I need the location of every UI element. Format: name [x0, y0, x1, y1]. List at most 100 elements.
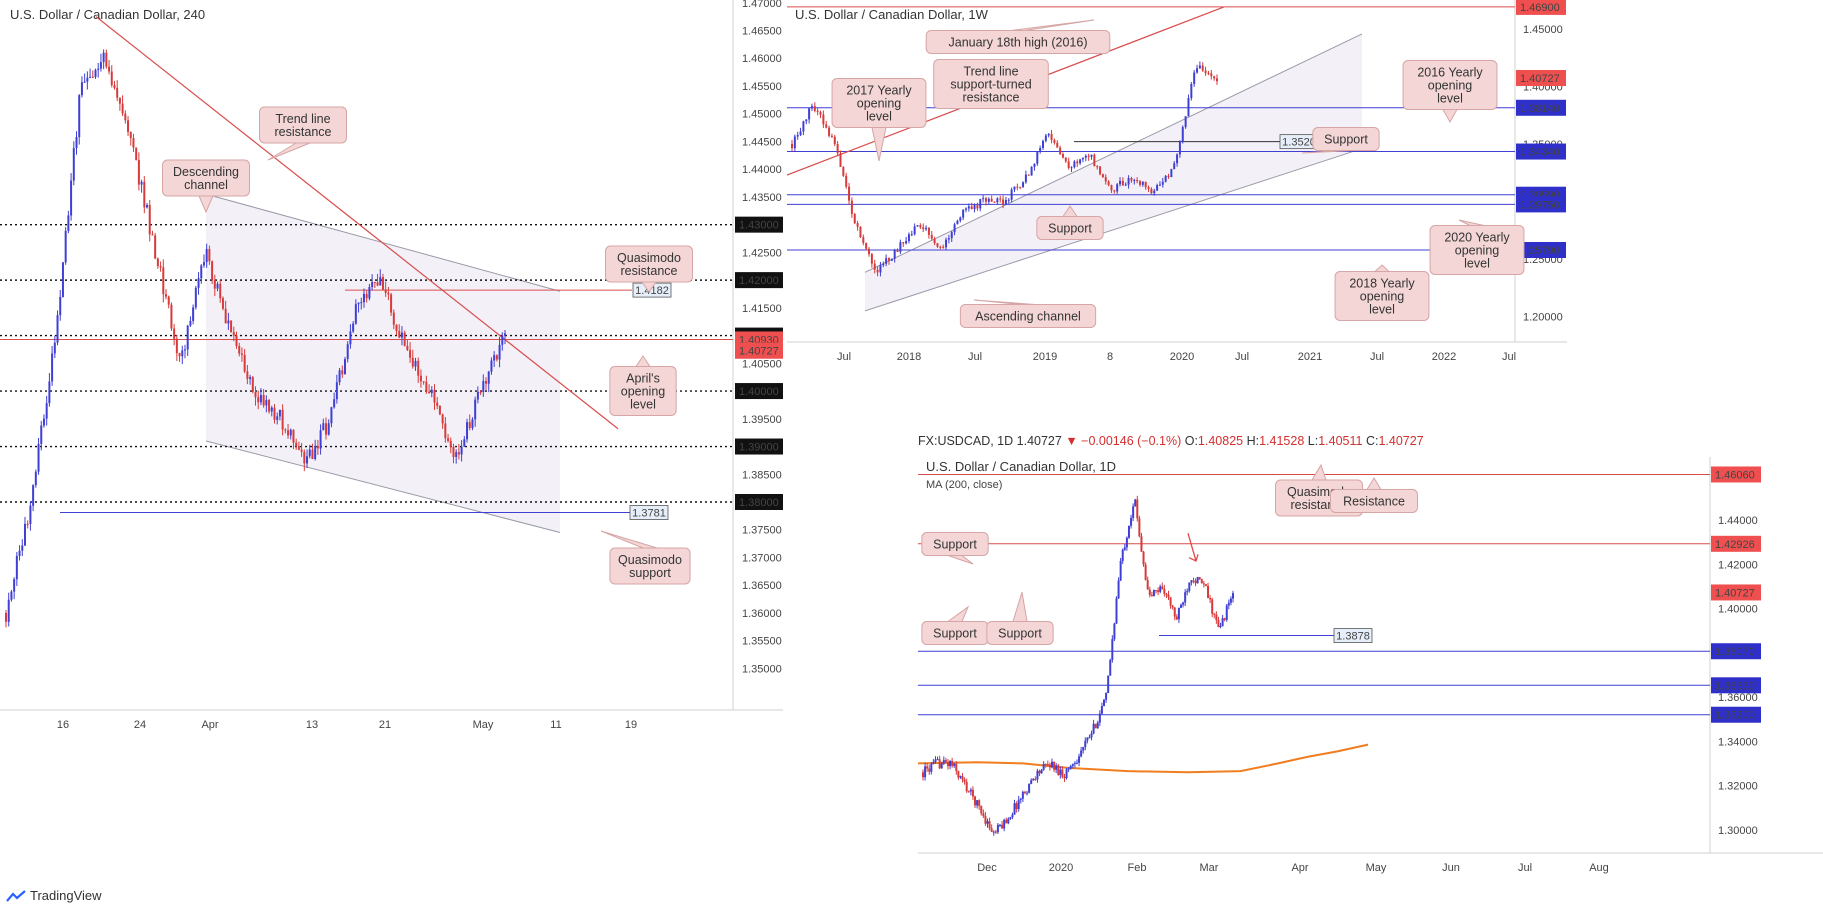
daily-candle — [1023, 791, 1026, 793]
daily-candle — [1026, 792, 1029, 794]
weekly-x-tick: 8 — [1107, 351, 1113, 363]
daily-price-tag: 1.40727 — [1715, 587, 1755, 599]
callout-quasimodo-support-line: support — [629, 566, 671, 580]
weekly-candle — [1044, 135, 1047, 141]
weekly-x-tick: 2019 — [1033, 351, 1057, 363]
h4-candle — [436, 402, 439, 406]
h4-candle — [70, 180, 73, 216]
daily-candle — [1182, 602, 1185, 605]
h4-price-tag-bg — [735, 493, 783, 510]
weekly-candle — [939, 246, 942, 248]
h4-x-tick: 11 — [550, 719, 561, 731]
weekly-candle — [1081, 157, 1084, 160]
daily-candle — [1055, 765, 1058, 770]
h4-candle — [330, 407, 333, 424]
daily-candle — [1184, 592, 1187, 603]
daily-candle — [932, 761, 935, 765]
weekly-candle — [925, 227, 928, 230]
weekly-chart[interactable]: U.S. Dollar / Canadian Dollar, 1W 1.45000… — [787, 0, 1567, 370]
callout-2016-yearly-opening-box — [1402, 60, 1498, 110]
callout-trend-line-resistance-line: resistance — [275, 125, 332, 139]
weekly-price-tag-bg — [1516, 69, 1566, 86]
h4-candle — [40, 425, 43, 444]
h4-candle — [354, 304, 357, 324]
daily-candle — [1034, 778, 1037, 780]
callout-2016-yearly-opening-line: opening — [1428, 79, 1473, 93]
daily-candle — [1036, 770, 1039, 780]
weekly-candle — [1204, 70, 1207, 74]
daily-support-value-bg — [1333, 628, 1373, 643]
weekly-candle — [1187, 98, 1190, 117]
daily-candle — [1046, 764, 1049, 766]
h4-candle — [116, 87, 119, 98]
h4-title: U.S. Dollar / Canadian Dollar, 240 — [10, 7, 205, 22]
h4-candle — [132, 138, 135, 148]
callout-april-opening-level-pointer — [635, 355, 651, 367]
h4-candle — [403, 332, 406, 346]
h4-candle — [479, 391, 482, 393]
daily-candle — [1179, 604, 1182, 608]
daily-x-tick: Jul — [1518, 862, 1532, 874]
callout-quasimodo-resistance-box — [605, 245, 693, 283]
h4-chart-panel[interactable]: U.S. Dollar / Canadian Dollar, 240 1.4700… — [0, 0, 783, 737]
daily-candle — [1082, 747, 1085, 751]
weekly-candle — [970, 206, 973, 210]
daily-candle — [1132, 506, 1135, 518]
weekly-candle — [936, 243, 939, 247]
h4-price-tag-bg — [735, 438, 783, 455]
weekly-candle — [1030, 166, 1033, 176]
weekly-candle — [1064, 157, 1067, 162]
weekly-candle — [1087, 155, 1090, 157]
daily-candle — [1100, 706, 1103, 714]
h4-candle — [183, 349, 186, 351]
h4-candle — [381, 277, 384, 290]
h4-candle — [227, 320, 230, 324]
h4-candle — [482, 380, 485, 392]
h4-candle — [357, 302, 360, 305]
weekly-chart-panel[interactable]: U.S. Dollar / Canadian Dollar, 1W 1.45000… — [787, 0, 1567, 370]
h4-candle — [216, 283, 219, 289]
weekly-price-tag-bg — [1516, 143, 1566, 160]
h4-candle — [37, 443, 40, 472]
daily-chart[interactable]: U.S. Dollar / Canadian Dollar, 1D MA (200… — [918, 457, 1823, 881]
weekly-candle — [802, 121, 805, 132]
daily-candle — [934, 759, 937, 762]
daily-chart-panel[interactable]: U.S. Dollar / Canadian Dollar, 1D MA (200… — [918, 457, 1823, 881]
ohlc-low-label: L: — [1307, 434, 1319, 448]
weekly-candle — [870, 254, 873, 264]
weekly-candle — [890, 258, 893, 261]
h4-candle — [392, 312, 395, 325]
daily-x-tick: Aug — [1589, 862, 1609, 874]
daily-x-tick: Apr — [1291, 862, 1308, 874]
weekly-price-tag-bg — [1516, 241, 1566, 258]
h4-candle — [67, 215, 70, 231]
daily-candle — [942, 760, 945, 764]
h4-y-tick: 1.42500 — [742, 247, 782, 259]
daily-candle — [1157, 590, 1160, 592]
callout-daily-support-lower-right-line: Support — [998, 627, 1042, 641]
h4-y-tick: 1.47000 — [742, 0, 782, 10]
weekly-candle — [1107, 181, 1110, 186]
h4-y-tick: 1.37000 — [742, 552, 782, 564]
h4-candle — [129, 131, 132, 139]
tradingview-brand[interactable]: TradingView — [30, 888, 102, 903]
h4-candle — [56, 315, 59, 343]
weekly-candle — [1153, 190, 1156, 194]
daily-candle — [996, 824, 999, 833]
h4-candle — [276, 416, 279, 420]
h4-candle — [243, 354, 246, 372]
h4-price-tag-bg — [735, 342, 783, 359]
weekly-candle — [996, 198, 999, 203]
weekly-candle — [1156, 185, 1159, 191]
callout-trend-line-support-turned-line: support-turned — [950, 78, 1031, 92]
callout-support-lower-box — [1036, 216, 1104, 240]
daily-candle — [1067, 768, 1070, 770]
h4-candle — [192, 307, 195, 321]
h4-chart[interactable]: U.S. Dollar / Canadian Dollar, 240 1.4700… — [0, 0, 783, 737]
callout-daily-support-lower-right-pointer — [1012, 591, 1028, 622]
callout-april-opening-level-line: April's — [626, 372, 660, 386]
daily-y-tick: 1.30000 — [1718, 825, 1758, 837]
weekly-candle — [916, 225, 919, 227]
h4-candle — [124, 113, 127, 121]
